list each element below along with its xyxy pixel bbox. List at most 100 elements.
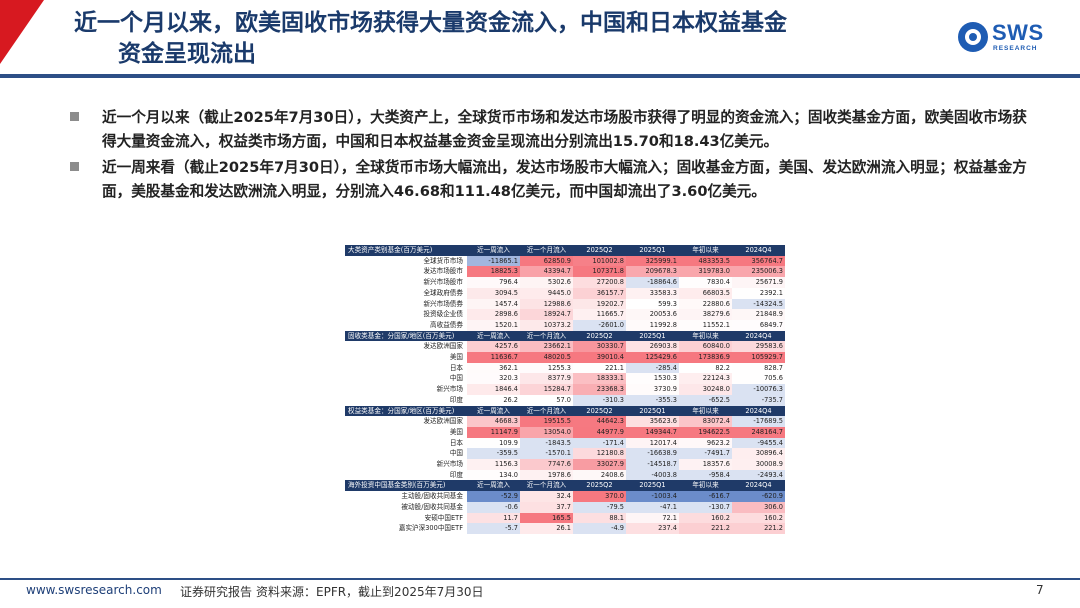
table-cell: 134.0	[467, 469, 520, 481]
row-label: 日本	[449, 363, 463, 372]
table-cell: 325999.1	[626, 255, 679, 267]
bullet-item: 近一个月以来（截止2025年7月30日），大类资产上，全球货币市场和发达市场股市…	[70, 106, 1030, 153]
table-cell: 30248.0	[679, 384, 732, 395]
logo-subtext: RESEARCH	[993, 45, 1038, 52]
table-cell: 18924.7	[520, 309, 573, 320]
table-row: 新兴市场 1846.4 15284.7 23368.3 3730.9 30248.0 -10…	[345, 384, 785, 395]
table-cell: -616.7	[679, 491, 732, 502]
table-row: 日本 109.9 -1843.5 -171.4 12017.4 9623.2 -9455.4	[345, 437, 785, 449]
table-cell: 2408.6	[573, 469, 626, 481]
table-cell: -2493.4	[732, 469, 785, 481]
table-cell: 12180.8	[573, 448, 626, 460]
table-cell: 209678.3	[626, 266, 679, 278]
column-header: 2025Q1	[626, 480, 679, 492]
section-title: 权益类基金：分国家/地区(百万美元)	[345, 405, 467, 417]
title-divider	[0, 74, 1080, 78]
table-cell: 30896.4	[732, 448, 785, 460]
row-label: 中国	[449, 449, 463, 458]
table-cell: -359.5	[467, 448, 520, 460]
row-label: 美国	[449, 427, 463, 436]
table-cell: 4668.3	[467, 416, 520, 427]
column-header: 近一周流入	[467, 480, 520, 492]
table-cell: 38279.6	[679, 309, 732, 320]
table-row: 发达欧洲国家 4257.6 23662.1 30330.7 26903.8 60840.0…	[345, 341, 785, 353]
footer-divider	[0, 578, 1080, 580]
table-cell: 83072.4	[679, 416, 732, 427]
table-row: 主动股/固收共同基金 -52.9 32.4 370.0 -1003.4 -616.7 -62…	[345, 491, 785, 502]
sws-logo: SWS RESEARCH	[958, 20, 1058, 60]
page-number: 7	[1036, 583, 1044, 597]
table-cell: 25671.9	[732, 277, 785, 288]
table-cell: 11636.7	[467, 352, 520, 363]
table-row: 安硕中国ETF 11.7 165.5 88.1 72.1 160.2 160.2	[345, 512, 785, 524]
table-cell: 7830.4	[679, 277, 732, 288]
column-header: 2024Q4	[732, 480, 785, 492]
table-cell: -1843.5	[520, 437, 573, 449]
bullet-item: 近一周来看（截止2025年7月30日），全球货币市场大幅流出，发达市场股市大幅流…	[70, 156, 1030, 203]
table-cell: 235006.3	[732, 266, 785, 278]
row-label: 新兴市场债券	[423, 299, 463, 308]
table-cell: 1156.3	[467, 459, 520, 470]
table-cell: -355.3	[626, 394, 679, 406]
table-cell: 320.3	[467, 373, 520, 385]
section-title: 海外投资中国基金类别(百万美元)	[345, 480, 467, 492]
table-cell: 11992.8	[626, 319, 679, 331]
fund-flow-table-wrapper: 大类资产类别基金(百万美元) 近一周流入 近一个月流入 2025Q2 2025Q1 年初以…	[345, 245, 785, 534]
table-section-header: 权益类基金：分国家/地区(百万美元) 近一周流入 近一个月流入 2025Q2 2025Q…	[345, 405, 785, 417]
table-cell: -1003.4	[626, 491, 679, 502]
table-cell: 44642.3	[573, 416, 626, 427]
fund-flow-table: 大类资产类别基金(百万美元) 近一周流入 近一个月流入 2025Q2 2025Q1 年初以…	[345, 245, 785, 534]
table-cell: 48020.5	[520, 352, 573, 363]
table-cell: 319783.0	[679, 266, 732, 278]
table-cell: -47.1	[626, 501, 679, 513]
table-cell: 82.2	[679, 362, 732, 374]
table-cell: 1530.3	[626, 373, 679, 385]
table-cell: -735.7	[732, 394, 785, 406]
footer-source-note: 资料来源：EPFR，截止到2025年7月30日	[256, 585, 484, 599]
column-header: 2025Q1	[626, 330, 679, 342]
table-row: 高收益债券 1520.1 10373.2 -2601.0 11992.8 11552.1 6…	[345, 319, 785, 331]
table-cell: 101002.8	[573, 255, 626, 267]
table-row: 美国 11636.7 48020.5 39010.4 125429.6 173836.9 1…	[345, 352, 785, 363]
table-cell: 11552.1	[679, 319, 732, 331]
table-section-header: 大类资产类别基金(百万美元) 近一周流入 近一个月流入 2025Q2 2025Q1 年初以…	[345, 245, 785, 256]
table-cell: 3730.9	[626, 384, 679, 395]
table-cell: -7491.7	[679, 448, 732, 460]
table-cell: 19515.5	[520, 416, 573, 427]
row-label: 印度	[449, 470, 463, 479]
table-cell: 15284.7	[520, 384, 573, 395]
footer-website-link[interactable]: www.swsresearch.com	[26, 583, 162, 597]
table-cell: 21848.9	[732, 309, 785, 320]
table-cell: 6849.7	[732, 319, 785, 331]
table-row: 被动股/固收共同基金 -0.6 37.7 -79.5 -47.1 -130.7 306.0	[345, 501, 785, 513]
row-label: 美国	[449, 353, 463, 362]
logo-text: SWS	[992, 20, 1044, 45]
table-cell: 5302.6	[520, 277, 573, 288]
table-cell: 3094.5	[467, 287, 520, 299]
column-header: 2025Q2	[573, 245, 626, 256]
table-cell: 2898.6	[467, 309, 520, 320]
column-header: 年初以来	[679, 245, 732, 256]
table-cell: 33027.9	[573, 459, 626, 470]
row-label: 新兴市场	[436, 460, 463, 469]
table-cell: 306.0	[732, 501, 785, 513]
table-cell: 26903.8	[626, 341, 679, 353]
table-row: 新兴市场债券 1457.4 12988.6 19202.7 599.3 22880.6 -1…	[345, 298, 785, 310]
table-cell: 248164.7	[732, 426, 785, 438]
column-header: 2024Q4	[732, 245, 785, 256]
table-cell: -285.4	[626, 362, 679, 374]
table-row: 发达市场股市 18825.3 43394.7 107371.8 209678.3 3197…	[345, 266, 785, 278]
column-header: 2024Q4	[732, 330, 785, 342]
column-header: 2024Q4	[732, 405, 785, 417]
table-cell: -4.9	[573, 523, 626, 534]
table-cell: 8377.9	[520, 373, 573, 385]
table-cell: 29583.6	[732, 341, 785, 353]
table-cell: -310.3	[573, 394, 626, 406]
table-cell: 39010.4	[573, 352, 626, 363]
table-cell: 23368.3	[573, 384, 626, 395]
row-label: 新兴市场股市	[423, 278, 463, 287]
table-cell: 18825.3	[467, 266, 520, 278]
table-cell: 13054.0	[520, 426, 573, 438]
column-header: 近一周流入	[467, 405, 520, 417]
table-cell: 1846.4	[467, 384, 520, 395]
